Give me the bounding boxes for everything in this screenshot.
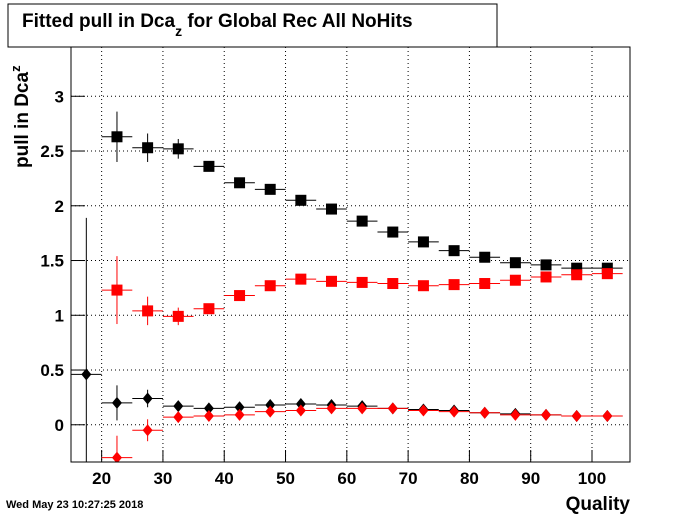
square-marker [203,160,215,172]
diamond-marker [326,402,337,415]
y-axis-label: pull in Dcaz [8,65,33,168]
diamond-marker [111,396,122,409]
x-tick-label: 40 [215,469,234,488]
square-marker [571,269,583,281]
title-sub: z [175,23,182,39]
diamond-marker [418,404,429,417]
square-marker [509,257,521,269]
x-tick-label: 80 [460,469,479,488]
title-box [7,3,498,48]
square-marker [264,183,276,195]
square-marker [387,226,399,238]
x-tick-label: 60 [337,469,356,488]
square-marker [142,142,154,154]
square-marker [172,310,184,322]
diamond-marker [357,402,368,415]
y-tick-label: 2 [55,197,64,216]
diamond-marker [234,408,245,421]
square-marker [203,303,215,315]
square-marker [479,278,491,290]
diamond-marker [265,399,276,412]
square-marker [111,284,123,296]
plot-area [71,111,623,462]
y-label-sub: z [8,65,23,72]
square-marker [172,143,184,155]
ticks: 20 30 40 50 60 70 80 90 100 0 0.5 1 1.5 2 2.5 3 [40,87,606,488]
y-tick-label: 1.5 [40,252,64,271]
square-marker [234,290,246,302]
diamond-marker [571,410,582,423]
frame [70,46,631,463]
diamond-marker [479,406,490,419]
x-tick-label: 50 [276,469,295,488]
y-tick-label: 0.5 [40,361,64,380]
diamond-marker [142,392,153,405]
diamond-marker [295,404,306,417]
square-marker [479,251,491,263]
diamond-marker [541,408,552,421]
square-marker [540,259,552,271]
square-marker [356,276,368,288]
timestamp: Wed May 23 10:27:25 2018 [6,499,143,511]
diamond-marker [265,405,276,418]
grid [71,47,630,462]
y-tick-label: 1 [55,306,64,325]
square-marker [417,236,429,248]
y-label-main: pull in Dca [12,72,33,169]
square-marker [540,271,552,283]
y-tick-label: 3 [55,87,64,106]
square-marker [264,280,276,292]
square-marker [601,268,613,280]
square-marker [234,177,246,189]
chart-title: Fitted pull in Dcaz for Global Rec All N… [22,11,413,39]
diamond-marker [295,397,306,410]
square-marker [142,305,154,317]
diamond-marker [234,401,245,414]
square-marker [111,131,123,143]
diamond-marker [173,411,184,424]
diamond-marker [81,368,92,381]
diamond-marker [173,400,184,413]
square-marker [571,262,583,274]
x-tick-label: 30 [153,469,172,488]
square-marker [387,278,399,290]
y-tick-label: 2.5 [40,142,64,161]
x-axis-label: Quality [566,494,631,514]
title-rest: for Global Rec All NoHits [182,11,413,32]
x-tick-label: 90 [521,469,540,488]
square-marker [356,215,368,227]
x-tick-label: 70 [399,469,418,488]
diamond-marker [510,408,521,421]
square-marker [295,194,307,206]
diamond-marker [203,402,214,415]
square-marker [448,245,460,257]
diamond-marker [602,410,613,423]
diamond-marker [111,451,122,462]
diamond-marker [387,402,398,415]
title-main: Fitted pull in Dca [22,11,175,32]
diamond-marker [449,405,460,418]
square-marker [325,203,337,215]
square-marker [417,280,429,292]
square-marker [448,279,460,291]
diamond-marker [203,410,214,423]
square-marker [509,274,521,286]
x-tick-label: 20 [92,469,111,488]
square-marker [325,275,337,287]
diamond-marker [142,424,153,437]
square-marker [295,273,307,285]
y-tick-label: 0 [55,416,64,435]
x-tick-label: 100 [578,469,606,488]
